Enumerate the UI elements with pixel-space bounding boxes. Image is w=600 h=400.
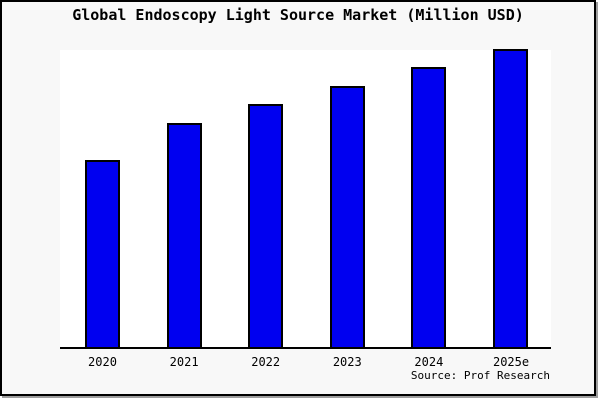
x-tick-label-2025e: 2025e <box>492 355 530 369</box>
x-tick-label-2023: 2023 <box>332 355 362 369</box>
bar-2021 <box>166 123 202 347</box>
bars-container <box>60 49 551 347</box>
x-tick-label-2021: 2021 <box>169 355 199 369</box>
x-tick-label-2024: 2024 <box>414 355 444 369</box>
x-axis-labels: 2020 2021 2022 2023 2024 2025e <box>60 355 551 369</box>
x-tick-label-2020: 2020 <box>88 355 117 369</box>
chart-title: Global Endoscopy Light Source Market (Mi… <box>72 6 524 24</box>
x-tick-label-2022: 2022 <box>251 355 281 369</box>
bar-2025e <box>492 49 528 347</box>
plot-area <box>60 49 551 349</box>
bar-2020 <box>85 160 120 347</box>
source-credit: Source: Prof Research <box>410 369 550 382</box>
bar-2022 <box>248 104 284 347</box>
bar-2024 <box>411 67 447 347</box>
bar-2023 <box>329 86 365 347</box>
